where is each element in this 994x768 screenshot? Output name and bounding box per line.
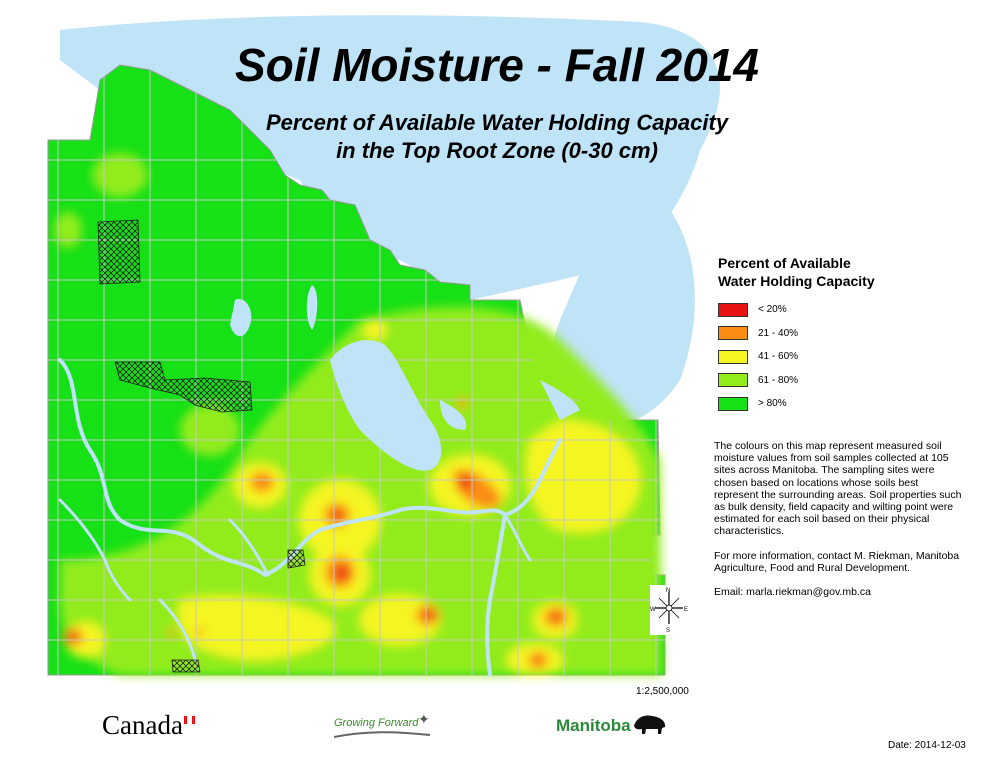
map-scale: 1:2,500,000 bbox=[636, 686, 689, 697]
legend-title-line1: Percent of Available bbox=[718, 255, 851, 271]
legend-swatch bbox=[718, 349, 748, 364]
hatched-reserves bbox=[97, 219, 306, 673]
legend-label: < 20% bbox=[758, 304, 787, 316]
bison-icon bbox=[634, 715, 666, 734]
legend-swatch bbox=[718, 326, 748, 341]
legend-swatch bbox=[718, 396, 748, 411]
growing-forward-wordmark: Growing Forward bbox=[334, 717, 419, 729]
legend-title: Percent of Available Water Holding Capac… bbox=[718, 254, 968, 290]
legend-label: 41 - 60% bbox=[758, 351, 799, 363]
legend-title-line2: Water Holding Capacity bbox=[718, 273, 875, 289]
lakes bbox=[230, 285, 580, 471]
contact-paragraph: For more information, contact M. Riekman… bbox=[714, 549, 960, 574]
legend-swatch bbox=[718, 373, 748, 388]
legend-item: 61 - 80% bbox=[718, 369, 968, 393]
legend-items: < 20% 21 - 40% 41 - 60% 61 - 80% > 80% bbox=[718, 298, 968, 416]
canada-wordmark: Canada bbox=[102, 710, 183, 740]
manitoba-logo: Manitoba bbox=[556, 715, 666, 736]
legend-item: 41 - 60% bbox=[718, 345, 968, 369]
legend-item: 21 - 40% bbox=[718, 322, 968, 346]
moisture-zones bbox=[54, 153, 662, 676]
map-subtitle-line2: in the Top Root Zone (0-30 cm) bbox=[336, 138, 658, 163]
growing-forward-logo: Growing Forward ✦ bbox=[334, 711, 430, 738]
legend-swatch bbox=[718, 302, 748, 317]
manitoba-wordmark: Manitoba bbox=[556, 716, 631, 735]
legend-label: 21 - 40% bbox=[758, 327, 799, 339]
rivers bbox=[58, 358, 562, 677]
maple-leaf-icon: ✦ bbox=[418, 711, 430, 727]
map-date: Date: 2014-12-03 bbox=[888, 740, 966, 751]
canada-flag-icon bbox=[184, 716, 195, 724]
legend-item: < 20% bbox=[718, 298, 968, 322]
description-paragraph: The colours on this map represent measur… bbox=[714, 440, 962, 538]
map-title: Soil Moisture - Fall 2014 bbox=[234, 39, 760, 91]
compass-s: S bbox=[666, 628, 670, 634]
compass-e: E bbox=[684, 607, 688, 613]
legend: Percent of Available Water Holding Capac… bbox=[718, 254, 968, 416]
legend-label: 61 - 80% bbox=[758, 374, 799, 386]
compass-w: W bbox=[650, 607, 656, 613]
legend-label: > 80% bbox=[758, 398, 787, 410]
legend-item: > 80% bbox=[718, 392, 968, 416]
map-description: The colours on this map represent measur… bbox=[714, 440, 964, 610]
swoosh-icon bbox=[334, 731, 430, 738]
contact-email: Email: marla.riekman@gov.mb.ca bbox=[714, 586, 871, 599]
map-subtitle-line1: Percent of Available Water Holding Capac… bbox=[265, 110, 729, 135]
compass-n: N bbox=[666, 588, 670, 594]
compass-rose: N S W E bbox=[650, 585, 688, 635]
canada-logo: Canada bbox=[102, 710, 183, 744]
